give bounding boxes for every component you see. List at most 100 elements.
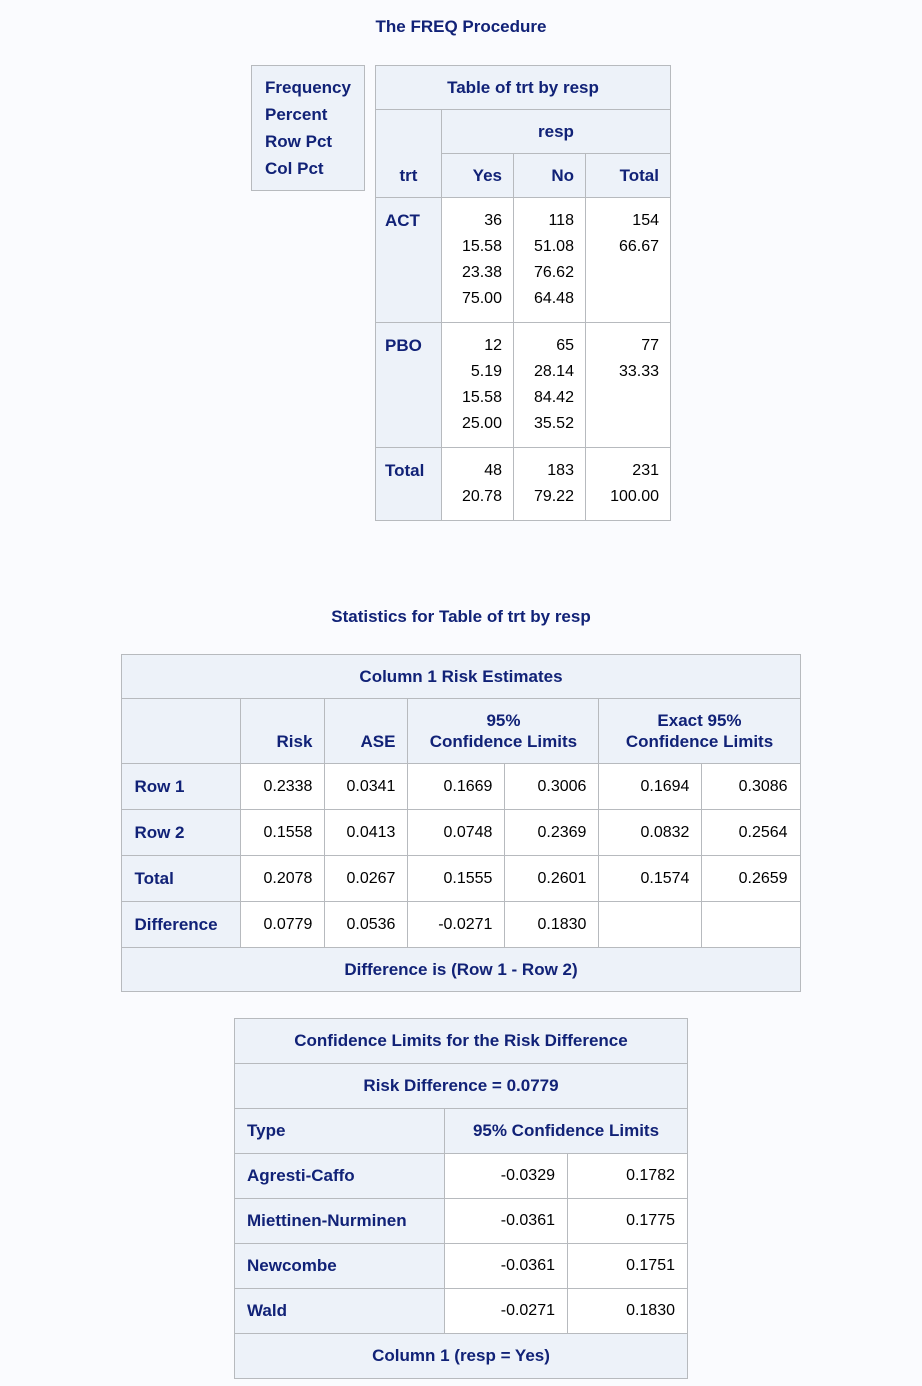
- risk-cell: 0.2078: [240, 855, 326, 902]
- cl-upper-cell: 0.1775: [567, 1198, 688, 1244]
- cell-line: 51.08: [533, 238, 574, 255]
- cell-line: 118: [548, 212, 574, 229]
- crosstab-title: Table of trt by resp: [374, 65, 672, 110]
- risk-cell: 0.0779: [240, 901, 326, 948]
- risk-cell-empty: [701, 901, 801, 948]
- row-header-wald: Wald: [234, 1288, 445, 1334]
- confidence-limits-table: Confidence Limits for the Risk Differenc…: [234, 1018, 688, 1379]
- legend-line-percent: Percent: [265, 105, 328, 124]
- cell-act-yes: 36 15.58 23.38 75.00: [440, 197, 514, 323]
- procedure-title: The FREQ Procedure: [375, 17, 547, 36]
- risk-corner-cell: [121, 698, 242, 764]
- table-row-row2: Row 2 0.1558 0.0413 0.0748 0.2369 0.0832…: [121, 809, 801, 856]
- risk-cell: 0.0832: [598, 809, 703, 856]
- cell-line: 231: [632, 462, 659, 479]
- risk-difference-subtitle: Risk Difference = 0.0779: [234, 1063, 688, 1109]
- table-row-difference: Difference 0.0779 0.0536 -0.0271 0.1830: [121, 901, 801, 948]
- row-header-act: ACT: [374, 197, 442, 323]
- col-header-exact-confidence-limits: Exact 95% Confidence Limits: [598, 698, 801, 764]
- header-line: Confidence Limits: [429, 732, 578, 751]
- table-row-pbo: PBO 12 5.19 15.58 25.00 65 28.14 84.42 3…: [374, 322, 672, 448]
- cell-line: 5.19: [470, 363, 502, 380]
- cell-line: 84.42: [533, 389, 574, 406]
- crosstab-table: Table of trt by resp trt resp Yes No Tot…: [374, 65, 672, 521]
- risk-cell: 0.0748: [407, 809, 506, 856]
- table-row-miettinen-nurminen: Miettinen-Nurminen -0.0361 0.1775: [234, 1198, 688, 1244]
- col-header-95-confidence-limits: 95% Confidence Limits: [444, 1108, 688, 1154]
- cell-line: 48: [484, 462, 502, 479]
- row-variable-header: trt: [374, 109, 442, 198]
- col-variable-header: resp: [440, 109, 672, 154]
- risk-cell: 0.0341: [324, 763, 409, 810]
- cell-line: 25.00: [461, 415, 502, 432]
- col-header-risk: Risk: [240, 698, 326, 764]
- cell-act-total: 154 66.67: [584, 197, 672, 323]
- cell-line: 20.78: [461, 488, 502, 505]
- cell-total-no: 183 79.22: [512, 447, 586, 521]
- legend-line-row-pct: Row Pct: [265, 132, 333, 151]
- table-row-risk-total: Total 0.2078 0.0267 0.1555 0.2601 0.1574…: [121, 855, 801, 902]
- risk-cell: 0.2659: [701, 855, 801, 902]
- cell-line: 64.48: [533, 290, 574, 307]
- cell-contents-legend: Frequency Percent Row Pct Col Pct: [251, 65, 365, 191]
- col-header-confidence-limits: 95% Confidence Limits: [407, 698, 600, 764]
- cl-upper-cell: 0.1782: [567, 1153, 688, 1199]
- col-header-no: No: [512, 153, 586, 198]
- row-header-risk-total: Total: [121, 855, 242, 902]
- risk-cell: 0.1830: [504, 901, 600, 948]
- cell-line: 76.62: [533, 264, 574, 281]
- table-row-wald: Wald -0.0271 0.1830: [234, 1288, 688, 1334]
- cell-pbo-yes: 12 5.19 15.58 25.00: [440, 322, 514, 448]
- cell-line: 33.33: [618, 363, 659, 380]
- cl-upper-cell: 0.1830: [567, 1288, 688, 1334]
- col-header-yes: Yes: [440, 153, 514, 198]
- header-line: Exact 95%: [657, 711, 742, 730]
- risk-cell: 0.0413: [324, 809, 409, 856]
- cell-line: 77: [641, 337, 659, 354]
- row-header-newcombe: Newcombe: [234, 1243, 445, 1289]
- risk-cell: 0.2369: [504, 809, 600, 856]
- cl-lower-cell: -0.0361: [444, 1198, 568, 1244]
- cell-line: 100.00: [610, 488, 659, 505]
- cell-pbo-no: 65 28.14 84.42 35.52: [512, 322, 586, 448]
- risk-estimates-table: Column 1 Risk Estimates Risk ASE 95% Con…: [121, 654, 801, 992]
- table-row-act: ACT 36 15.58 23.38 75.00 118 51.08 76.62…: [374, 197, 672, 323]
- risk-cell: 0.0536: [324, 901, 409, 948]
- row-header-total: Total: [374, 447, 442, 521]
- cell-line: 15.58: [461, 238, 502, 255]
- cl-table-title: Confidence Limits for the Risk Differenc…: [234, 1018, 688, 1064]
- risk-cell: -0.0271: [407, 901, 506, 948]
- cell-line: 36: [484, 212, 502, 229]
- risk-cell: 0.1694: [598, 763, 703, 810]
- cl-upper-cell: 0.1751: [567, 1243, 688, 1289]
- cell-line: 154: [632, 212, 659, 229]
- freq-section: Frequency Percent Row Pct Col Pct Table …: [0, 65, 922, 521]
- cell-act-no: 118 51.08 76.62 64.48: [512, 197, 586, 323]
- cell-line: 15.58: [461, 389, 502, 406]
- risk-cell: 0.2601: [504, 855, 600, 902]
- cell-total-yes: 48 20.78: [440, 447, 514, 521]
- cell-line: 65: [556, 337, 574, 354]
- table-row-total: Total 48 20.78 183 79.22 231 100.00: [374, 447, 672, 521]
- col-header-ase: ASE: [324, 698, 409, 764]
- cl-lower-cell: -0.0329: [444, 1153, 568, 1199]
- risk-cell: 0.0267: [324, 855, 409, 902]
- header-line: Confidence Limits: [625, 732, 774, 751]
- table-row-newcombe: Newcombe -0.0361 0.1751: [234, 1243, 688, 1289]
- risk-cell: 0.1555: [407, 855, 506, 902]
- row-header-pbo: PBO: [374, 322, 442, 448]
- cl-lower-cell: -0.0271: [444, 1288, 568, 1334]
- cell-line: 75.00: [461, 290, 502, 307]
- cell-line: 35.52: [533, 415, 574, 432]
- row-header-agresti-caffo: Agresti-Caffo: [234, 1153, 445, 1199]
- cell-line: 12: [484, 337, 502, 354]
- cell-line: 66.67: [618, 238, 659, 255]
- risk-cell: 0.1574: [598, 855, 703, 902]
- cell-line: 79.22: [533, 488, 574, 505]
- legend-line-frequency: Frequency: [265, 78, 351, 97]
- cell-total-total: 231 100.00: [584, 447, 672, 521]
- row-header-row2: Row 2: [121, 809, 242, 856]
- header-line: 95%: [486, 711, 521, 730]
- risk-cell: 0.1669: [407, 763, 506, 810]
